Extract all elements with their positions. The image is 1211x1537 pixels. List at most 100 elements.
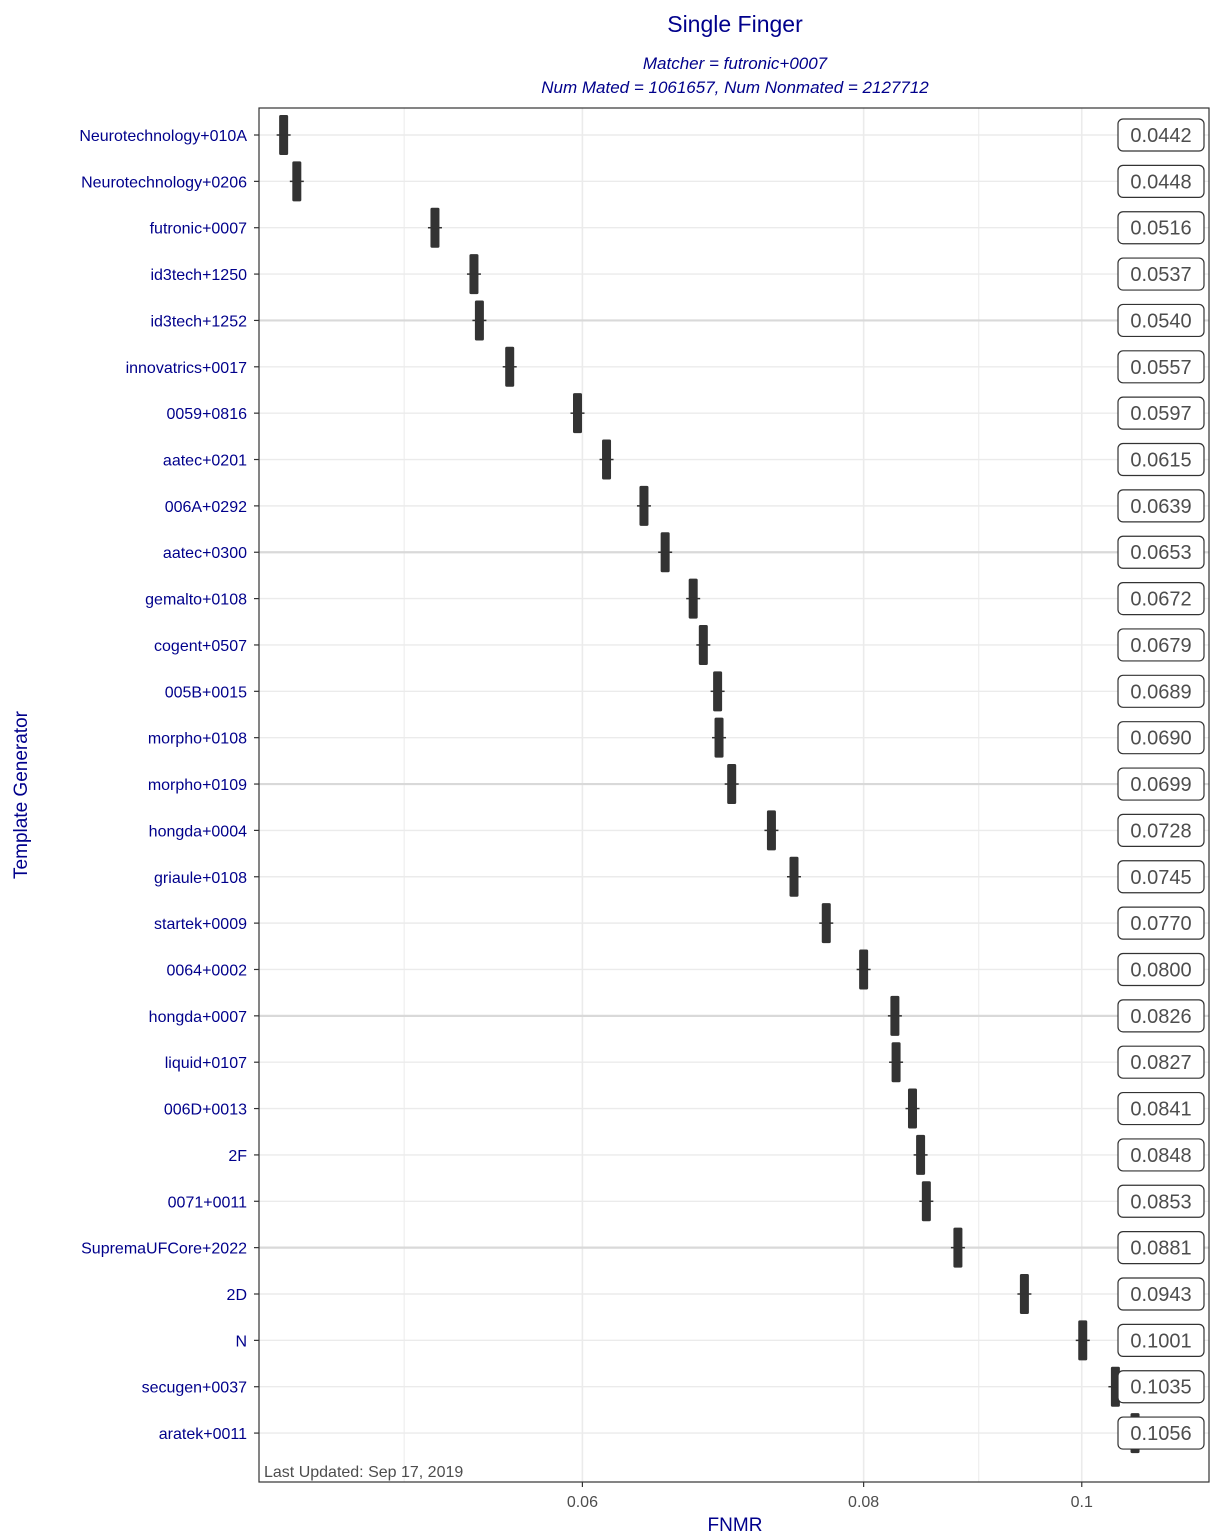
value-label-box — [1117, 1231, 1205, 1265]
grid-lines — [259, 108, 1209, 1482]
value-label: 0.0689 — [1130, 681, 1191, 703]
chart-subtitle-line-1: Matcher = futronic+0007 — [643, 54, 828, 73]
value-label: 0.0653 — [1130, 542, 1191, 564]
chart-subtitle-line-2: Num Mated = 1061657, Num Nonmated = 2127… — [541, 78, 929, 97]
value-label: 0.0516 — [1130, 218, 1191, 240]
plot-area: 0.0442 0.0448 0.0516 0.0537 0.0540 0.0557 0.05… — [258, 107, 1210, 1483]
category-label: SupremaUFCore+2022 — [81, 1241, 247, 1258]
category-label: 2F — [228, 1148, 247, 1165]
category-label: aatec+0201 — [163, 453, 247, 470]
value-label: 0.0448 — [1130, 171, 1191, 193]
x-axis-title: FNMR — [708, 1515, 763, 1536]
data-markers — [276, 115, 1143, 1454]
value-label-box — [1117, 952, 1205, 987]
value-label: 0.0943 — [1130, 1284, 1191, 1306]
category-label: secugen+0037 — [142, 1380, 248, 1397]
category-label: id3tech+1250 — [150, 267, 247, 284]
value-label: 0.0848 — [1130, 1145, 1191, 1167]
value-label-box — [1117, 1045, 1205, 1079]
value-label: 0.0557 — [1130, 357, 1191, 379]
value-label-box — [1117, 1138, 1205, 1172]
footnote: Last Updated: Sep 17, 2019 — [264, 1464, 463, 1481]
category-label: Neurotechnology+0206 — [81, 174, 247, 191]
x-tick-label: 0.08 — [848, 1494, 879, 1511]
value-label-box — [1117, 906, 1205, 940]
value-label: 0.0699 — [1130, 774, 1191, 796]
value-label: 0.0853 — [1130, 1191, 1191, 1213]
value-label-box — [1117, 535, 1205, 569]
chart-title: Single Finger — [667, 11, 803, 37]
category-label: cogent+0507 — [154, 638, 247, 655]
value-label-box — [1117, 1091, 1205, 1126]
value-label-box — [1117, 489, 1205, 523]
category-label: startek+0009 — [154, 916, 247, 933]
value-label: 0.0615 — [1130, 450, 1191, 472]
category-label: innovatrics+0017 — [126, 360, 248, 377]
category-label: liquid+0107 — [165, 1055, 247, 1072]
value-label: 0.0597 — [1130, 403, 1191, 425]
value-label: 0.0537 — [1130, 264, 1191, 286]
value-label: 0.1056 — [1130, 1423, 1191, 1445]
category-label: morpho+0108 — [148, 731, 247, 748]
value-labels: 0.0442 0.0448 0.0516 0.0537 0.0540 0.0557 0.05… — [1117, 118, 1205, 1450]
value-label-box — [1117, 396, 1205, 430]
value-label-box — [1117, 1416, 1205, 1450]
category-label: hongda+0004 — [149, 823, 247, 840]
value-label-box — [1117, 1184, 1205, 1218]
value-label: 0.1001 — [1130, 1330, 1191, 1352]
value-label: 0.0827 — [1130, 1052, 1191, 1074]
category-label: 0064+0002 — [166, 962, 247, 979]
value-label-box — [1117, 1277, 1205, 1311]
value-label: 0.0841 — [1130, 1099, 1191, 1121]
value-label-box — [1117, 721, 1205, 755]
value-label: 0.0770 — [1130, 913, 1191, 935]
category-label: futronic+0007 — [150, 221, 248, 238]
category-label: 0059+0816 — [166, 406, 247, 423]
value-label-box — [1117, 303, 1205, 338]
value-label-box — [1117, 999, 1205, 1033]
category-label: 0071+0011 — [168, 1194, 247, 1211]
value-label-box — [1117, 813, 1205, 848]
value-label: 0.1035 — [1130, 1377, 1191, 1399]
value-label-box — [1117, 1323, 1205, 1357]
value-label-box — [1117, 211, 1205, 245]
value-label-box — [1117, 674, 1205, 708]
category-label: 006D+0013 — [164, 1102, 247, 1119]
value-label-box — [1117, 628, 1205, 662]
value-label-box — [1117, 1370, 1205, 1404]
category-label: Neurotechnology+010A — [79, 128, 247, 145]
category-label: 005B+0015 — [165, 684, 247, 701]
value-label: 0.0540 — [1130, 310, 1191, 332]
value-label: 0.0639 — [1130, 496, 1191, 518]
value-label-box — [1117, 164, 1205, 198]
category-label: morpho+0109 — [148, 777, 247, 794]
category-label: griaule+0108 — [154, 870, 247, 887]
value-label-box — [1117, 118, 1205, 152]
value-label-box — [1117, 767, 1205, 801]
category-label: 2D — [227, 1287, 247, 1304]
category-label: 006A+0292 — [165, 499, 247, 516]
value-label-box — [1117, 581, 1205, 616]
value-label-box — [1117, 860, 1205, 894]
y-axis-title: Template Generator — [11, 710, 32, 879]
category-label: gemalto+0108 — [145, 592, 247, 609]
x-axis: 0.06 0.08 0.1 — [567, 1482, 1093, 1511]
category-label: aatec+0300 — [163, 545, 247, 562]
value-label: 0.0442 — [1130, 125, 1191, 147]
category-label: id3tech+1252 — [150, 313, 247, 330]
value-label: 0.0679 — [1130, 635, 1191, 657]
plot-border — [258, 107, 1210, 1483]
value-label: 0.0745 — [1130, 867, 1191, 889]
value-label: 0.0800 — [1130, 959, 1191, 981]
value-label: 0.0672 — [1130, 589, 1191, 611]
value-label-box — [1117, 442, 1205, 477]
category-label: hongda+0007 — [149, 1009, 247, 1026]
value-label: 0.0826 — [1130, 1006, 1191, 1028]
category-label: aratek+0011 — [159, 1426, 247, 1443]
value-label-box — [1117, 257, 1205, 291]
value-label: 0.0690 — [1130, 728, 1191, 750]
x-tick-label: 0.06 — [567, 1494, 598, 1511]
category-label: N — [235, 1333, 247, 1350]
x-tick-label: 0.1 — [1071, 1494, 1093, 1511]
